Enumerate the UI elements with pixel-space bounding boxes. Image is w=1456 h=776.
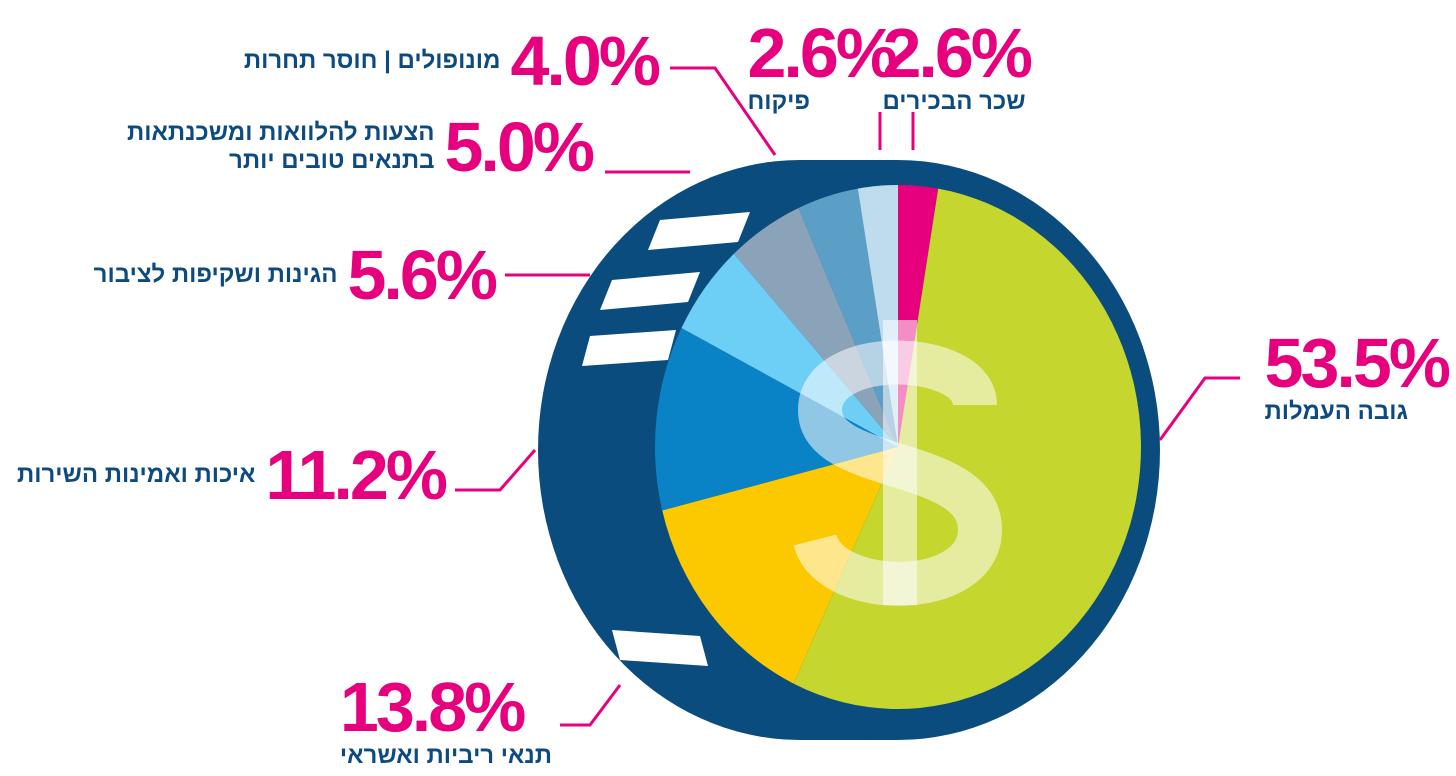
category-label: שכר הבכירים [882,88,1026,115]
value-label: 11.2% [265,436,448,514]
pie-slice [662,447,898,684]
category-label: מונופולים | חוסר תחרות [243,47,501,75]
value-label: 2.6% [882,14,1033,92]
slice-label: 4.0% מונופולים | חוסר תחרות [243,22,661,100]
leader-line [670,66,777,156]
slice-label: 11.2% איכות ואמינות השירות [16,436,448,514]
value-label: 53.5% [1264,324,1451,402]
value-label: 5.0% [444,108,595,186]
slice-label: 2.6% שכר הבכירים [882,14,1033,116]
pie-slice [655,328,898,511]
leader-line [1158,376,1240,441]
slice-label: 5.0% הצעות להלוואות ומשכנתאות בתנאים טובי… [94,108,595,186]
slice-label: 2.6% פיקוח [747,14,898,116]
coin-stripe [582,330,676,366]
value-label: 2.6% [747,14,898,92]
slice-label: 13.8% תנאי ריביות ואשראי [340,672,552,770]
dollar-sign [793,320,1003,606]
slice-label: 53.5% גובה העמלות [1264,324,1451,426]
coin-stripe [600,272,700,310]
value-label: 4.0% [510,22,661,100]
category-label: הגינות ושקיפות לציבור [93,261,338,289]
slice-label: 5.6% הגינות ושקיפות לציבור [93,236,498,314]
coin-stripe [648,212,750,250]
leader-lines [455,66,1240,727]
category-label: גובה העמלות [1264,398,1408,425]
category-label: פיקוח [747,88,811,115]
coin-stripe [612,630,708,666]
category-label: תנאי ריביות ואשראי [339,742,552,769]
pie [655,185,1142,710]
leader-line [455,449,537,492]
category-label: הצעות להלוואות ומשכנתאות בתנאים טובים יו… [127,119,435,174]
value-label: 13.8% [339,668,526,746]
category-label: איכות ואמינות השירות [16,461,256,489]
leader-line [560,684,622,727]
value-label: 5.6% [347,236,498,314]
